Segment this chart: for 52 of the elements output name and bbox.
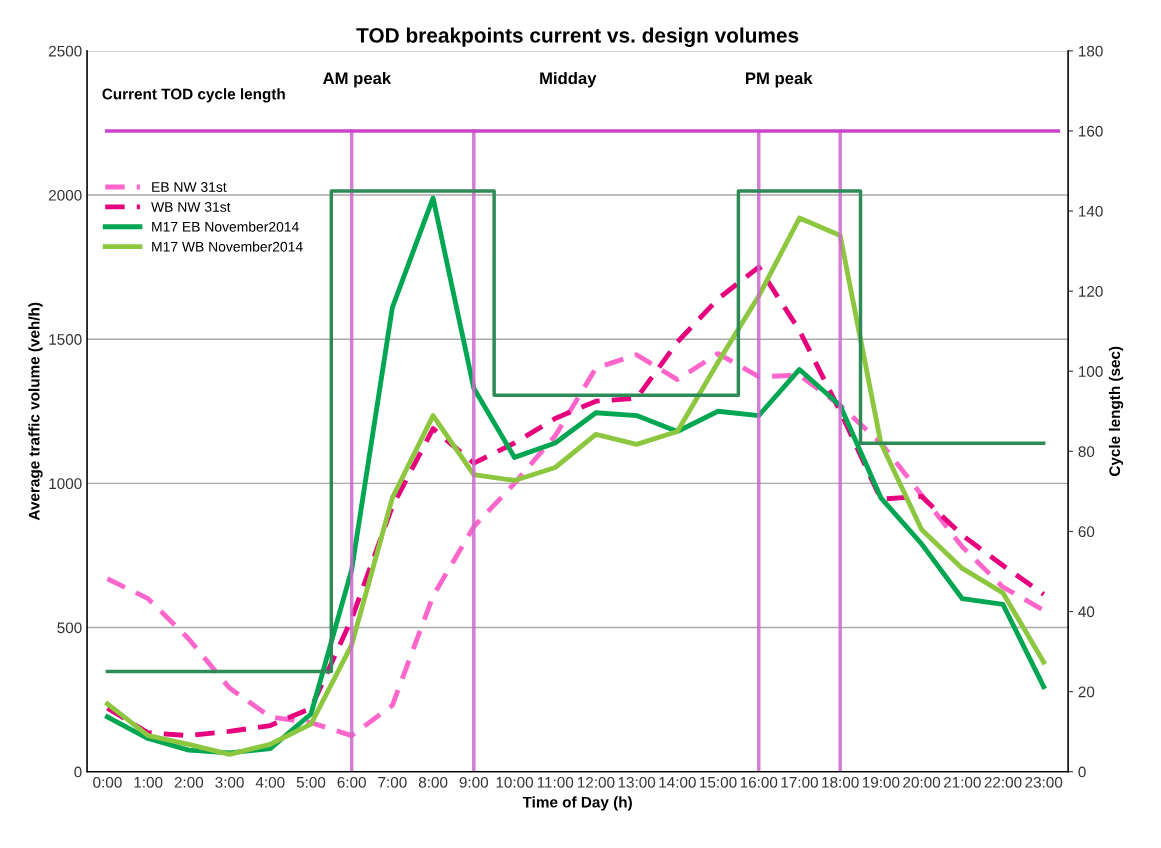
x-tick-label: 10:00 [496, 776, 534, 788]
y2-tick-label: 100 [1079, 366, 1103, 377]
y2-tick-label: 20 [1078, 686, 1095, 698]
y-tick-label: 1000 [49, 478, 82, 490]
y-tick-label: 500 [57, 622, 82, 634]
x-tick-label: 21:00 [943, 776, 981, 788]
x-tick-label: 12:00 [577, 776, 615, 788]
x-tick-label: 2:00 [174, 776, 204, 788]
y-tick-label: 2500 [49, 45, 82, 57]
x-tick-label: 8:00 [418, 776, 448, 788]
annotation: Midday [540, 71, 597, 88]
y2-tick-label: 120 [1079, 286, 1103, 297]
x-tick-label: 14:00 [659, 776, 696, 788]
x-axis-title: Time of Day (h) [522, 796, 632, 811]
chart-title: TOD breakpoints current vs. design volumes [356, 27, 799, 47]
y2-tick-label: 160 [1079, 125, 1103, 137]
x-tick-label: 4:00 [255, 776, 285, 788]
y2-tick-label: 0 [1078, 766, 1086, 778]
x-tick-label: 13:00 [618, 776, 656, 788]
x-tick-label: 6:00 [337, 776, 366, 788]
y-tick-label: 2000 [49, 189, 82, 201]
x-tick-label: 7:00 [378, 776, 407, 788]
annotation: AM peak [323, 71, 392, 88]
x-tick-label: 17:00 [781, 776, 818, 788]
legend-label: WB NW 31st [151, 202, 231, 212]
y-tick-label: 0 [74, 766, 82, 778]
x-tick-label: 20:00 [903, 776, 941, 788]
legend-label: M17 WB November2014 [152, 241, 303, 252]
y2-tick-label: 180 [1079, 45, 1103, 57]
y-tick-label: 1500 [49, 334, 82, 345]
legend-label: EB NW 31st [152, 182, 227, 192]
x-tick-label: 19:00 [862, 776, 900, 788]
x-tick-label: 1:00 [134, 776, 163, 788]
x-tick-label: 16:00 [740, 776, 778, 788]
y2-tick-label: 40 [1078, 606, 1095, 618]
annotation: PM peak [746, 71, 813, 88]
ref-line-label: Current TOD cycle length [102, 88, 285, 103]
x-tick-label: 0:00 [93, 776, 122, 788]
legend-label: M17 EB November2014 [152, 221, 299, 232]
y2-tick-label: 80 [1078, 446, 1095, 458]
y2-axis-title: Cycle length (sec) [1108, 346, 1124, 477]
y2-tick-label: 60 [1078, 526, 1095, 538]
x-tick-label: 22:00 [984, 776, 1022, 788]
y-axis-title: Average traffic volume (veh/h) [28, 302, 43, 521]
x-tick-label: 3:00 [215, 776, 244, 788]
x-tick-label: 15:00 [700, 776, 737, 788]
x-tick-label: 9:00 [459, 776, 489, 788]
x-tick-label: 11:00 [537, 776, 574, 788]
y2-tick-label: 140 [1079, 205, 1103, 217]
x-tick-label: 23:00 [1025, 776, 1063, 788]
x-tick-label: 5:00 [296, 776, 326, 788]
x-tick-label: 18:00 [822, 776, 859, 788]
